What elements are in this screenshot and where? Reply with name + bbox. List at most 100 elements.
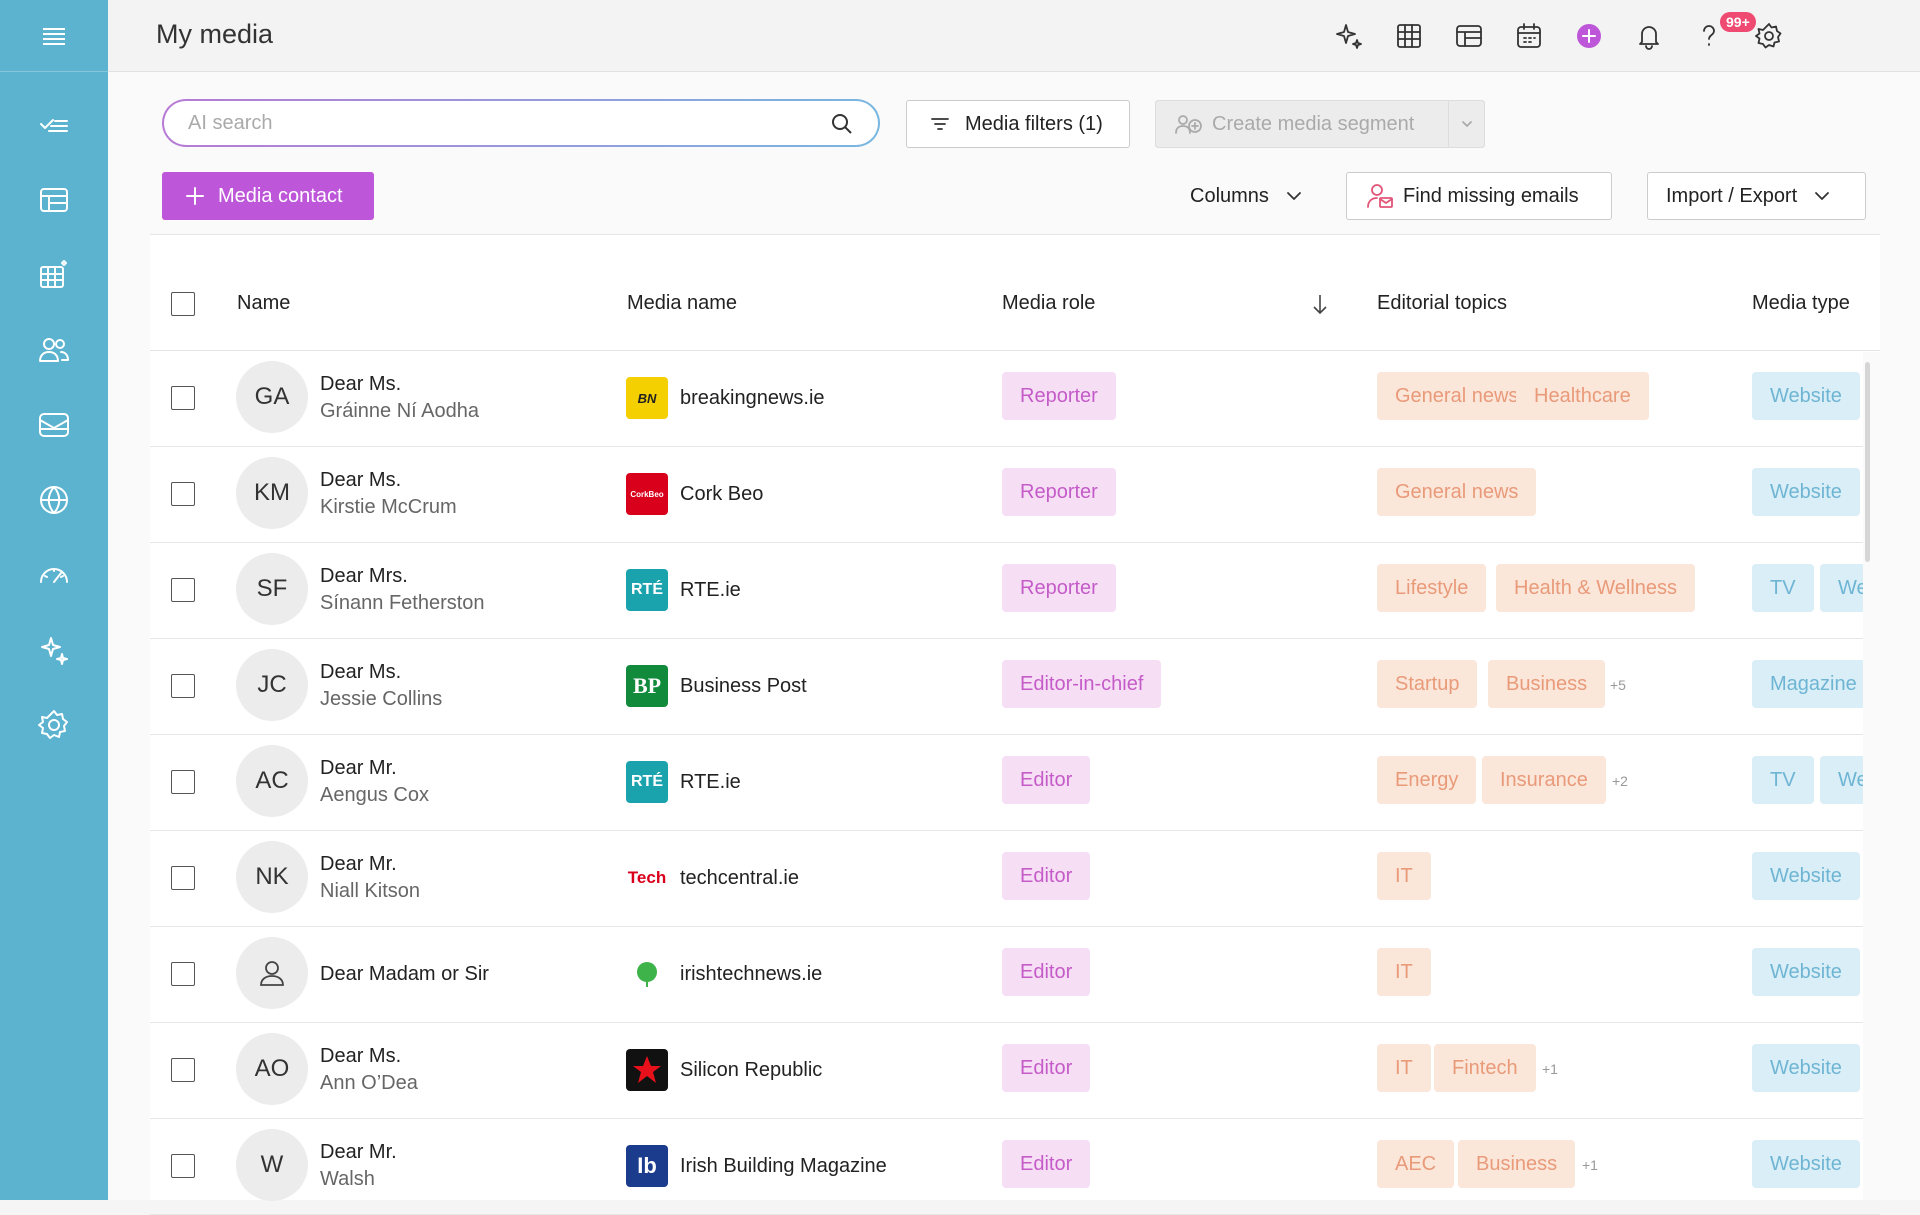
row-checkbox[interactable] [171,962,195,986]
media-name[interactable]: Irish Building Magazine [680,1155,887,1177]
media-name[interactable]: Silicon Republic [680,1059,823,1081]
contact-name[interactable]: Niall Kitson [320,880,421,902]
row-checkbox[interactable] [171,1154,195,1178]
page-title: My media [156,19,274,49]
table-row[interactable]: KM Dear Ms. Kirstie McCrum CorkBeo Cork … [150,447,1880,543]
more-topics-count[interactable]: +2 [1612,773,1628,789]
more-topics-count[interactable]: +5 [1610,677,1626,693]
topic-tag: IT [1377,852,1431,900]
chevron-down-icon [1815,192,1830,200]
table-row[interactable]: AC Dear Mr. Aengus Cox RTÉ RTE.ie Editor… [150,735,1886,831]
contact-name[interactable]: Ann O’Dea [320,1072,418,1094]
media-type-tag: Website [1752,852,1860,900]
techcentral-logo: Tech [626,857,668,899]
media-name[interactable]: techcentral.ie [680,867,799,889]
irishtechnews-logo [626,953,668,995]
media-filters-button[interactable]: Media filters (1) [906,100,1130,148]
ai-sparkle-icon[interactable] [1329,16,1369,56]
menu-icon[interactable] [42,25,66,47]
table-row[interactable]: W Dear Mr. Walsh Ib Irish Building Magaz… [150,1119,1880,1215]
table-row[interactable]: AO Dear Ms. Ann O’Dea Silicon Republic E… [150,1023,1880,1119]
column-header-editorial-topics[interactable]: Editorial topics [1377,292,1508,314]
row-checkbox[interactable] [171,578,195,602]
row-checkbox[interactable] [171,866,195,890]
row-checkbox[interactable] [171,770,195,794]
media-name[interactable]: RTE.ie [680,579,741,601]
search-icon[interactable] [830,112,854,136]
siliconrepublic-logo [626,1049,668,1091]
row-checkbox[interactable] [171,386,195,410]
table-scrollbar[interactable] [1865,362,1870,562]
import-export-button[interactable]: Import / Export [1647,172,1866,220]
media-name[interactable]: Cork Beo [680,483,764,505]
more-topics-count[interactable]: +1 [1582,1157,1598,1173]
sort-down-icon[interactable] [1310,293,1330,315]
row-checkbox[interactable] [171,482,195,506]
row-checkbox[interactable] [171,1058,195,1082]
mail-icon[interactable] [34,405,74,445]
media-name[interactable]: Business Post [680,675,807,697]
add-media-contact-button[interactable]: Media contact [162,172,374,220]
contacts-icon[interactable] [34,330,74,370]
dashboard-icon[interactable] [34,180,74,220]
column-header-media-name[interactable]: Media name [627,292,738,314]
tasks-icon[interactable] [34,105,74,145]
table-settings-icon[interactable] [34,255,74,295]
speedometer-icon[interactable] [34,555,74,595]
calendar-icon[interactable] [1509,16,1549,56]
media-name[interactable]: RTE.ie [680,771,741,793]
table-right-edge [1863,352,1920,1200]
contact-name[interactable]: Walsh [320,1168,375,1190]
salutation: Dear Mr. [320,1141,397,1163]
column-header-media-type[interactable]: Media type [1752,292,1850,314]
table-row[interactable]: Dear Madam or Sir irishtechnews.ie Edito… [150,927,1880,1023]
corkbeo-logo: CorkBeo [626,473,668,515]
add-circle-icon[interactable] [1569,16,1609,56]
segment-dropdown[interactable] [1448,101,1484,147]
table-row[interactable]: NK Dear Mr. Niall Kitson Tech techcentra… [150,831,1880,927]
media-name[interactable]: irishtechnews.ie [680,963,823,985]
topic-tag: Health & Wellness [1496,564,1696,612]
row-checkbox[interactable] [171,674,195,698]
role-tag: Editor-in-chief [1002,660,1162,708]
filter-icon [931,118,949,130]
column-header-media-role[interactable]: Media role [1002,292,1096,314]
gear-icon[interactable] [1749,16,1789,56]
salutation: Dear Ms. [320,373,402,395]
table-row[interactable]: GA Dear Ms. Gráinne Ní Aodha BN breaking… [150,351,1880,447]
contact-name[interactable]: Kirstie McCrum [320,496,457,518]
avatar: JC [236,649,308,721]
sparkles-icon[interactable] [34,630,74,670]
table-row[interactable]: SF Dear Mrs. Sínann Fetherston RTÉ RTE.i… [150,543,1886,639]
topic-tag: Startup [1377,660,1478,708]
column-header-name[interactable]: Name [237,292,291,314]
find-missing-emails-button[interactable]: Find missing emails [1346,172,1612,220]
contact-name[interactable]: Jessie Collins [320,688,443,710]
media-type-tag: Website [1752,372,1860,420]
header-divider [150,350,1880,351]
select-all-checkbox[interactable] [171,292,195,316]
help-icon[interactable] [1689,16,1729,56]
table-row[interactable]: JC Dear Ms. Jessie Collins BP Business P… [150,639,1880,735]
ai-search-box[interactable] [162,99,880,147]
avatar: KM [236,457,308,529]
grid-icon[interactable] [1389,16,1429,56]
salutation: Dear Mr. [320,757,397,779]
search-input[interactable] [188,112,788,135]
bell-icon[interactable] [1629,16,1669,56]
contact-name[interactable]: Gráinne Ní Aodha [320,400,479,422]
globe-icon[interactable] [34,480,74,520]
media-name[interactable]: breakingnews.ie [680,387,825,409]
settings-icon[interactable] [34,705,74,745]
create-segment-button[interactable]: Create media segment [1155,100,1485,148]
topic-tag: AEC [1377,1140,1455,1188]
board-icon[interactable] [1449,16,1489,56]
more-topics-count[interactable]: +1 [1542,1061,1558,1077]
contact-name[interactable]: Aengus Cox [320,784,429,806]
salutation[interactable]: Dear Madam or Sir [320,963,489,985]
contact-name[interactable]: Sínann Fetherston [320,592,485,614]
segment-icon [1175,115,1202,134]
plus-icon [186,187,204,205]
topic-tag: Lifestyle [1377,564,1487,612]
columns-button[interactable]: Columns [1180,172,1320,220]
